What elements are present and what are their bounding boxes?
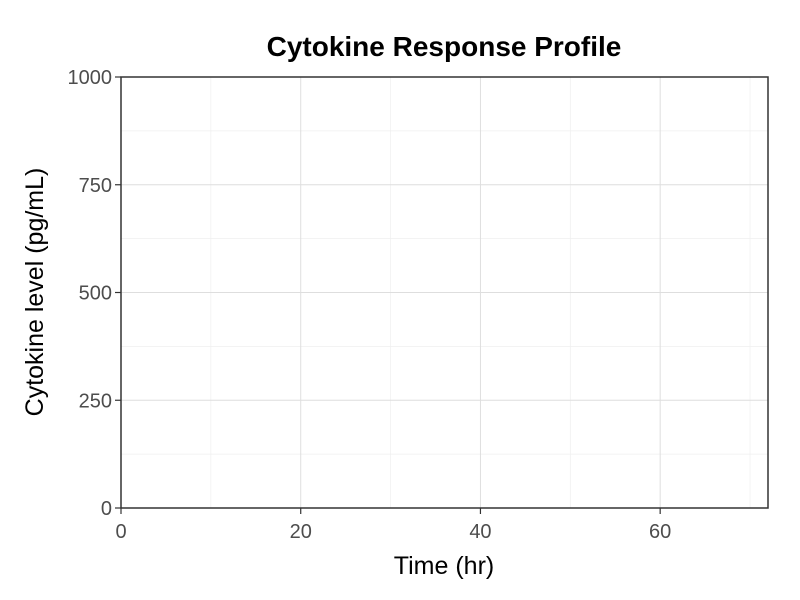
x-axis-label: Time (hr) bbox=[394, 552, 494, 580]
x-tick-label: 20 bbox=[290, 521, 312, 543]
y-tick-label: 750 bbox=[79, 175, 112, 197]
x-axis-ticks: 0 20 40 60 bbox=[115, 508, 671, 543]
y-tick-label: 1000 bbox=[68, 67, 113, 89]
y-tick-label: 0 bbox=[101, 498, 112, 520]
x-tick-label: 40 bbox=[469, 521, 491, 543]
minor-grid bbox=[121, 77, 768, 508]
y-tick-label: 500 bbox=[79, 283, 112, 305]
y-axis-ticks: 0 250 500 750 1000 bbox=[68, 67, 121, 520]
chart-title: Cytokine Response Profile bbox=[267, 31, 622, 62]
y-tick-label: 250 bbox=[79, 390, 112, 412]
x-tick-label: 60 bbox=[649, 521, 671, 543]
x-tick-label: 0 bbox=[115, 521, 126, 543]
y-axis-label: Cytokine level (pg/mL) bbox=[21, 168, 49, 417]
